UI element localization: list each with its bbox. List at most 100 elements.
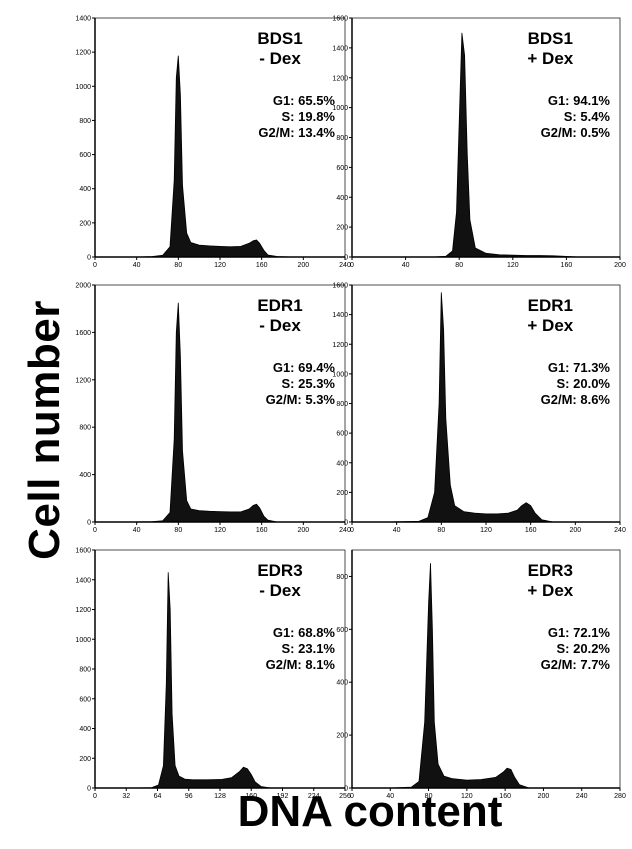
panel-condition: + Dex xyxy=(527,581,573,600)
cell-cycle-stat: G2/M: 0.5% xyxy=(541,125,611,140)
y-tick-label: 200 xyxy=(336,225,348,232)
x-tick-label: 80 xyxy=(455,262,463,269)
histogram-area xyxy=(352,292,620,523)
y-tick-label: 1200 xyxy=(332,342,348,349)
y-tick-label: 600 xyxy=(336,627,348,634)
y-tick-label: 600 xyxy=(336,165,348,172)
x-tick-label: 0 xyxy=(93,527,97,534)
x-tick-label: 0 xyxy=(350,527,354,534)
y-tick-label: 0 xyxy=(87,255,91,262)
cell-cycle-stat: G2/M: 5.3% xyxy=(266,392,336,407)
panel-title: BDS1 xyxy=(257,29,302,48)
y-tick-label: 1000 xyxy=(332,371,348,378)
cell-cycle-stat: G1: 65.5% xyxy=(273,93,336,108)
panel-title: EDR3 xyxy=(528,561,573,580)
y-tick-label: 0 xyxy=(87,520,91,527)
x-tick-label: 240 xyxy=(576,793,588,800)
cell-cycle-stat: G2/M: 8.1% xyxy=(266,657,336,672)
x-tick-label: 40 xyxy=(402,262,410,269)
x-tick-label: 32 xyxy=(122,793,130,800)
y-tick-label: 800 xyxy=(336,135,348,142)
x-tick-label: 200 xyxy=(297,262,309,269)
y-tick-label: 400 xyxy=(79,472,91,479)
x-tick-label: 96 xyxy=(185,793,193,800)
x-tick-label: 192 xyxy=(277,793,289,800)
y-tick-label: 1600 xyxy=(75,330,91,337)
y-tick-label: 400 xyxy=(336,680,348,687)
panel-3: 0 40 80 120 160 200 2400400800120016002000EDR1… xyxy=(75,283,351,535)
x-tick-label: 40 xyxy=(133,527,141,534)
y-tick-label: 1200 xyxy=(75,607,91,614)
y-tick-label: 1400 xyxy=(332,312,348,319)
cell-cycle-stat: G1: 69.4% xyxy=(273,360,336,375)
x-tick-label: 80 xyxy=(174,262,182,269)
histogram-area xyxy=(95,55,345,258)
panel-condition: + Dex xyxy=(527,49,573,68)
x-tick-label: 160 xyxy=(561,262,573,269)
cell-cycle-stat: G1: 72.1% xyxy=(548,625,611,640)
panel-6: 0 40 80 120 160 200 240 280 0 200 400 600 800 EDR3+ D… xyxy=(336,549,626,800)
y-tick-label: 200 xyxy=(79,756,91,763)
y-tick-label: 0 xyxy=(344,255,348,262)
cell-cycle-stat: S: 19.8% xyxy=(282,109,336,124)
panel-condition: - Dex xyxy=(259,316,301,335)
x-tick-label: 0 xyxy=(93,793,97,800)
panel-2: 0 40 80 120 160 200 0 200 400 600 800 1000 1200 1400 1… xyxy=(332,16,626,270)
y-tick-label: 400 xyxy=(336,460,348,467)
panel-condition: - Dex xyxy=(259,581,301,600)
y-tick-label: 1200 xyxy=(75,377,91,384)
y-tick-label: 200 xyxy=(79,220,91,227)
x-tick-label: 120 xyxy=(507,262,519,269)
x-tick-label: 80 xyxy=(174,527,182,534)
x-tick-label: 240 xyxy=(614,527,626,534)
x-tick-label: 120 xyxy=(461,793,473,800)
panel-1: 0 40 80 120 160 200 24002004006008001000120014… xyxy=(75,16,351,270)
x-tick-label: 80 xyxy=(437,527,445,534)
x-axis-label: DNA content xyxy=(237,787,503,836)
y-tick-label: 1400 xyxy=(332,45,348,52)
y-tick-label: 1400 xyxy=(75,16,91,23)
cell-cycle-stat: S: 5.4% xyxy=(564,109,611,124)
y-tick-label: 400 xyxy=(79,726,91,733)
y-tick-label: 1400 xyxy=(75,577,91,584)
x-tick-label: 0 xyxy=(350,793,354,800)
x-tick-label: 128 xyxy=(214,793,226,800)
x-tick-label: 0 xyxy=(350,262,354,269)
y-tick-label: 1600 xyxy=(332,16,348,23)
y-tick-label: 200 xyxy=(336,733,348,740)
y-tick-label: 1000 xyxy=(75,637,91,644)
y-tick-label: 0 xyxy=(344,786,348,793)
cell-cycle-stat: G1: 94.1% xyxy=(548,93,611,108)
cell-cycle-stat: S: 20.0% xyxy=(557,376,611,391)
x-tick-label: 40 xyxy=(133,262,141,269)
x-tick-label: 160 xyxy=(499,793,511,800)
panel-title: BDS1 xyxy=(528,29,573,48)
y-tick-label: 2000 xyxy=(75,283,91,290)
cell-cycle-stat: S: 23.1% xyxy=(282,641,336,656)
y-tick-label: 800 xyxy=(336,574,348,581)
cell-cycle-stat: G2/M: 13.4% xyxy=(258,125,335,140)
x-tick-label: 160 xyxy=(525,527,537,534)
x-tick-label: 0 xyxy=(93,262,97,269)
y-tick-label: 800 xyxy=(79,667,91,674)
y-tick-label: 400 xyxy=(336,195,348,202)
x-tick-label: 160 xyxy=(245,793,257,800)
y-tick-label: 1000 xyxy=(332,105,348,112)
cell-cycle-stat: G1: 71.3% xyxy=(548,360,611,375)
panel-4: 0 40 80 120 160 200 24002004006008001000120014… xyxy=(332,283,626,535)
panel-title: EDR3 xyxy=(257,561,302,580)
cell-cycle-stat: S: 20.2% xyxy=(557,641,611,656)
x-tick-label: 240 xyxy=(339,527,351,534)
y-tick-label: 800 xyxy=(79,118,91,125)
y-tick-label: 400 xyxy=(79,186,91,193)
y-tick-label: 800 xyxy=(336,401,348,408)
panel-5: 0 32 64 96 128 160 192 224 256020040060080010001… xyxy=(75,548,351,801)
cell-cycle-stat: S: 25.3% xyxy=(282,376,336,391)
panel-condition: + Dex xyxy=(527,316,573,335)
x-tick-label: 120 xyxy=(214,262,226,269)
x-tick-label: 160 xyxy=(256,262,268,269)
y-tick-label: 1000 xyxy=(75,84,91,91)
y-tick-label: 200 xyxy=(336,490,348,497)
